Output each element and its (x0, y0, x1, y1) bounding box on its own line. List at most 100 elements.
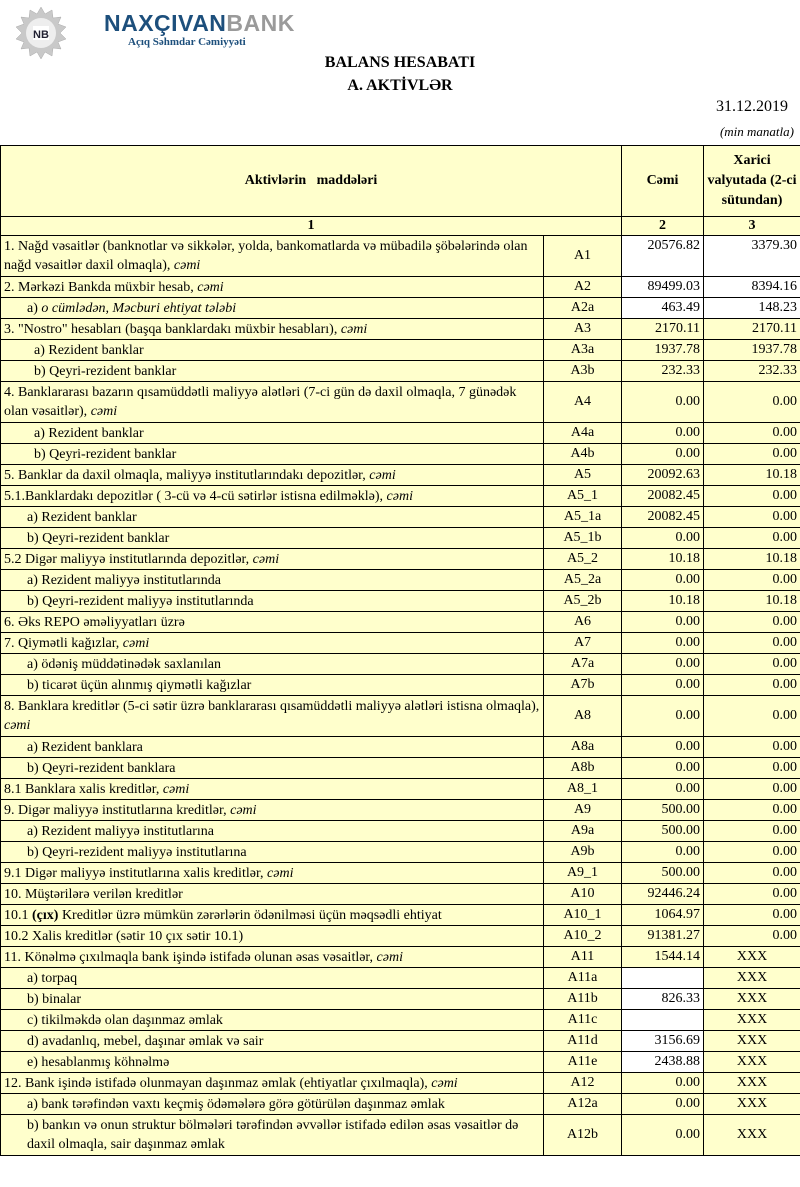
row-label-italic: cəmi (162, 781, 190, 797)
row-label: b) bankın və onun struktur bölmələri tər… (0, 1114, 544, 1156)
row-label: 8. Banklara kreditlər (5-ci sətir üzrə b… (0, 695, 544, 737)
row-label: 4. Banklararası bazarın qısamüddətli mal… (0, 381, 544, 423)
row-label: a) bank tərəfindən vaxtı keçmiş ödəmələr… (0, 1093, 544, 1115)
unit-note: (min manatla) (719, 124, 794, 139)
total-value: 826.33 (621, 988, 705, 1010)
row-code: A8 (542, 695, 623, 737)
row-label: b) ticarət üçün alınmış qiymətli kağızla… (0, 674, 544, 696)
total-value: 91381.27 (621, 925, 705, 947)
foreign-currency-value: XXX (703, 1030, 800, 1052)
table-row: a) Rezident banklar A5_1a 20082.45 0.00 (0, 506, 800, 528)
row-label-text: b) Qeyri-rezident banklara (27, 760, 176, 776)
total-value: 232.33 (621, 360, 705, 382)
row-code: A5_2 (542, 548, 623, 570)
table-row: 5.2 Digər maliyyə institutlarında depozi… (0, 548, 800, 570)
total-value: 500.00 (621, 820, 705, 842)
row-code: A3a (542, 339, 623, 361)
row-label-text: 9.1 Digər maliyyə institutlarına xalis k… (4, 865, 268, 881)
foreign-currency-value: 3379.30 (703, 235, 800, 277)
table-row: 4. Banklararası bazarın qısamüddətli mal… (0, 381, 800, 423)
row-label-italic: cəmi (173, 258, 201, 273)
foreign-currency-value: 8394.16 (703, 276, 800, 298)
row-label-italic: cəmi (376, 949, 403, 965)
row-code: A11e (542, 1051, 623, 1073)
row-label-text: b) Qeyri-rezident maliyyə institutlarınd… (27, 593, 254, 609)
table-row: 8.1 Banklara xalis kreditlər, cəmi A8_1 0.… (0, 778, 800, 800)
table-row: 10.2 Xalis kreditlər (sətir 10 çıx sətir… (0, 925, 800, 947)
row-label-italic: cəmi (431, 1075, 458, 1091)
total-value: 10.18 (621, 548, 705, 570)
row-label: 2. Mərkəzi Bankda müxbir hesab, cəmi (0, 276, 544, 298)
row-code: A4b (542, 443, 623, 465)
row-label-italic: cəmi (252, 551, 280, 567)
row-label-italic: cəmi (122, 635, 150, 651)
table-row: 10.1 (çıx) Kreditlər üzrə mümkün zərərlə… (0, 904, 800, 926)
table-row: b) Qeyri-rezident banklar A3b 232.33 232.33 (0, 360, 800, 382)
total-value: 20082.45 (621, 506, 705, 528)
row-label: a) o cümlədən, Məcburi ehtiyat tələbi (0, 297, 544, 319)
row-code: A3 (542, 318, 623, 340)
row-code: A11a (542, 967, 623, 989)
row-label: 10.2 Xalis kreditlər (sətir 10 çıx sətir… (0, 925, 544, 947)
total-value: 0.00 (621, 841, 705, 863)
row-label: b) Qeyri-rezident banklara (0, 757, 544, 779)
total-value: 0.00 (621, 757, 705, 779)
column-header-items: Aktivlərin maddələri (0, 145, 623, 217)
row-label-text: 9. Digər maliyyə institutlarına kreditlə… (4, 802, 231, 818)
row-code: A9 (542, 799, 623, 821)
row-code: A10 (542, 883, 623, 905)
column-header-total: Cəmi (621, 145, 705, 217)
row-label: a) ödəniş müddətinədək saxlanılan (0, 653, 544, 675)
row-label-text: 8.1 Banklara xalis kreditlər, (4, 781, 163, 797)
foreign-currency-value: XXX (703, 1072, 800, 1094)
row-code: A11b (542, 988, 623, 1010)
row-label: c) tikilməkdə olan daşınmaz əmlak (0, 1009, 544, 1031)
row-label: b) Qeyri-rezident maliyyə institutlarına (0, 841, 544, 863)
table-row: 12. Bank işində istifadə olunmayan daşın… (0, 1072, 800, 1094)
row-label-italic: cəmi (386, 488, 413, 504)
table-row: a) Rezident banklara A8a 0.00 0.00 (0, 736, 800, 758)
table-row: a) Rezident banklar A3a 1937.78 1937.78 (0, 339, 800, 361)
table-row: d) avadanlıq, mebel, daşınar əmlak və sa… (0, 1030, 800, 1052)
table-row: b) ticarət üçün alınmış qiymətli kağızla… (0, 674, 800, 696)
row-code: A8_1 (542, 778, 623, 800)
total-value: 463.49 (621, 297, 705, 319)
total-value: 0.00 (621, 443, 705, 465)
table-row: 5. Banklar da daxil olmaqla, maliyyə ins… (0, 464, 800, 486)
row-label-text: a) (27, 300, 42, 316)
row-code: A7 (542, 632, 623, 654)
row-label-text: d) avadanlıq, mebel, daşınar əmlak və sa… (27, 1033, 264, 1049)
row-code: A5_2a (542, 569, 623, 591)
row-label-text: 10. Müştərilərə verilən kreditlər (4, 886, 183, 902)
foreign-currency-value: 0.00 (703, 674, 800, 696)
row-code: A5_1 (542, 485, 623, 507)
row-label-text: 2. Mərkəzi Bankda müxbir hesab, (4, 279, 198, 295)
row-label-text: 5.1.Banklardakı depozitlər ( 3-cü və 4-c… (4, 488, 387, 504)
table-row: b) bankın və onun struktur bölmələri tər… (0, 1114, 800, 1156)
total-value: 20092.63 (621, 464, 705, 486)
row-code: A10_2 (542, 925, 623, 947)
row-code: A9_1 (542, 862, 623, 884)
total-value: 500.00 (621, 799, 705, 821)
foreign-currency-value: 0.00 (703, 820, 800, 842)
row-code: A8a (542, 736, 623, 758)
foreign-currency-value: 0.00 (703, 862, 800, 884)
row-label: 3. "Nostro" hesabları (başqa banklardakı… (0, 318, 544, 340)
total-value: 20576.82 (621, 235, 705, 277)
table-row: a) Rezident banklar A4a 0.00 0.00 (0, 422, 800, 444)
table-row: b) Qeyri-rezident maliyyə institutlarına… (0, 841, 800, 863)
total-value: 0.00 (621, 674, 705, 696)
row-label-italic: cəmi (369, 467, 396, 483)
row-code: A2a (542, 297, 623, 319)
row-code: A9a (542, 820, 623, 842)
table-row: 8. Banklara kreditlər (5-ci sətir üzrə b… (0, 695, 800, 737)
row-label: 6. Əks REPO əməliyyatları üzrə (0, 611, 544, 633)
foreign-currency-value: XXX (703, 967, 800, 989)
row-code: A11c (542, 1009, 623, 1031)
row-label-text: a) Rezident banklar (27, 509, 137, 525)
total-value: 0.00 (621, 695, 705, 737)
foreign-currency-value: 2170.11 (703, 318, 800, 340)
table-row: 9.1 Digər maliyyə institutlarına xalis k… (0, 862, 800, 884)
row-code: A1 (542, 235, 623, 277)
report-subtitle: A. AKTİVLƏR (347, 77, 453, 94)
